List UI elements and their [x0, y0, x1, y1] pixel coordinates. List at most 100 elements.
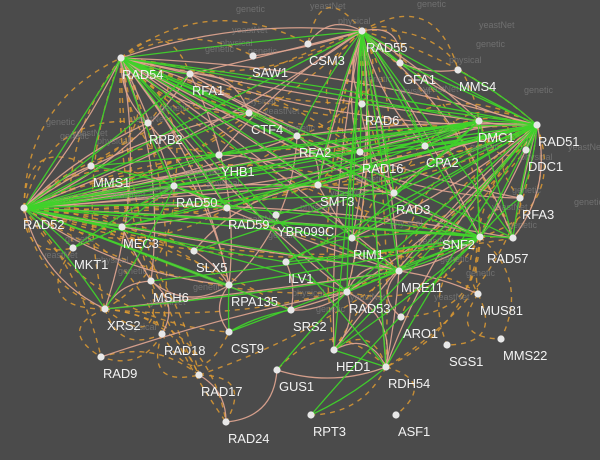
- graph-node-mus81[interactable]: [474, 290, 482, 298]
- graph-node-rad53[interactable]: [343, 288, 351, 296]
- edge-physical: [225, 369, 278, 423]
- graph-node-ddc1[interactable]: [522, 146, 530, 154]
- edge-type-watermark: genetic: [193, 282, 223, 292]
- graph-node-rad16[interactable]: [356, 148, 364, 156]
- graph-node-ilv1[interactable]: [282, 258, 290, 266]
- graph-node-rad52[interactable]: [20, 204, 28, 212]
- edge-yeastnet: [23, 154, 220, 209]
- graph-node-dmc1[interactable]: [475, 117, 483, 125]
- graph-node-rad24[interactable]: [222, 418, 230, 426]
- graph-node-gfa1[interactable]: [396, 59, 404, 67]
- graph-node-rpa135[interactable]: [225, 281, 233, 289]
- graph-node-rad50[interactable]: [170, 182, 178, 190]
- edge-physical: [147, 122, 230, 286]
- edge-yeastnet: [393, 124, 538, 194]
- edge-physical: [317, 30, 363, 186]
- graph-node-rim1[interactable]: [348, 234, 356, 242]
- graph-node-msh6[interactable]: [147, 277, 155, 285]
- edge-physical: [193, 250, 230, 286]
- graph-node-mms4[interactable]: [454, 66, 462, 74]
- edge-yeastnet: [228, 236, 481, 333]
- graph-node-mre11[interactable]: [395, 267, 403, 275]
- edge-type-watermark: physical: [292, 288, 325, 298]
- graph-node-mms22[interactable]: [497, 335, 505, 343]
- edge-type-watermark: genetic: [205, 44, 235, 54]
- graph-node-rad18[interactable]: [158, 330, 166, 338]
- graph-node-rpb2[interactable]: [144, 119, 152, 127]
- graph-node-rad9[interactable]: [97, 353, 105, 361]
- edge-type-watermark: genetic: [417, 0, 447, 9]
- edge-yeastnet: [478, 120, 514, 239]
- edge-genetic: [23, 207, 102, 358]
- graph-node-gus1[interactable]: [273, 366, 281, 374]
- edge-yeastnet: [317, 184, 481, 238]
- graph-node-ybr099c[interactable]: [272, 211, 280, 219]
- edge-genetic: [23, 207, 230, 286]
- graph-node-rfa2[interactable]: [293, 132, 301, 140]
- edge-yeastnet: [275, 124, 538, 216]
- graph-node-slx5[interactable]: [190, 247, 198, 255]
- graph-node-rad55[interactable]: [358, 27, 366, 35]
- graph-node-rfa1[interactable]: [186, 70, 194, 78]
- edge-yeastnet: [476, 120, 481, 238]
- graph-node-sgs1[interactable]: [443, 341, 451, 349]
- edge-physical: [23, 207, 230, 286]
- edge-genetic: [438, 236, 481, 346]
- graph-node-cst9[interactable]: [225, 328, 233, 336]
- edge-type-watermark: yeastNet: [131, 114, 167, 124]
- edge-type-watermark: yeastNet: [418, 236, 454, 246]
- graph-node-cpa2[interactable]: [421, 142, 429, 150]
- graph-node-mec3[interactable]: [118, 223, 126, 231]
- graph-node-rad59[interactable]: [223, 204, 231, 212]
- edge-genetic: [198, 374, 236, 423]
- graph-node-ctf4[interactable]: [245, 109, 253, 117]
- edge-type-watermark: yeastNet: [330, 188, 366, 198]
- edge-physical: [398, 270, 479, 295]
- nodes-layer: [20, 27, 541, 426]
- edge-physical: [120, 57, 538, 126]
- graph-node-csm3[interactable]: [304, 40, 312, 48]
- graph-node-aro1[interactable]: [397, 313, 405, 321]
- edge-yeastnet: [120, 57, 480, 122]
- edge-yeastnet: [120, 57, 319, 186]
- graph-node-mms1[interactable]: [87, 162, 95, 170]
- graph-node-rad54[interactable]: [117, 54, 125, 62]
- edge-yeastnet: [226, 124, 538, 209]
- edge-physical: [120, 27, 363, 59]
- graph-node-rfa3[interactable]: [516, 194, 524, 202]
- edge-physical: [173, 185, 400, 272]
- graph-node-rpt3[interactable]: [307, 411, 315, 419]
- edge-yeastnet: [310, 366, 387, 416]
- edge-yeastnet: [317, 120, 480, 186]
- graph-node-rad17[interactable]: [195, 371, 203, 379]
- edge-genetic: [104, 270, 400, 314]
- graph-node-asf1[interactable]: [392, 411, 400, 419]
- graph-node-saw1[interactable]: [249, 52, 257, 60]
- graph-node-xrs2[interactable]: [101, 305, 109, 313]
- graph-node-snf2[interactable]: [476, 233, 484, 241]
- edge-genetic: [120, 57, 538, 128]
- edge-yeastnet: [457, 69, 538, 126]
- graph-node-hed1[interactable]: [330, 346, 338, 354]
- edge-type-watermark: physical: [338, 16, 371, 26]
- graph-node-rad3[interactable]: [390, 189, 398, 197]
- graph-node-yhb1[interactable]: [215, 151, 223, 159]
- graph-node-srs2[interactable]: [287, 306, 295, 314]
- graph-node-rad51[interactable]: [533, 121, 541, 129]
- graph-node-smt3[interactable]: [314, 181, 322, 189]
- edge-yeastnet: [193, 124, 538, 252]
- edge-genetic: [120, 57, 178, 187]
- edge-yeastnet: [23, 120, 480, 209]
- edge-type-watermark: yeastNet: [150, 297, 186, 307]
- edge-genetic: [100, 350, 200, 376]
- edge-physical: [189, 73, 250, 114]
- graph-node-rad57[interactable]: [509, 234, 517, 242]
- edge-type-watermark: yeastNet: [264, 106, 300, 116]
- graph-node-mkt1[interactable]: [69, 244, 77, 252]
- graph-node-rdh54[interactable]: [382, 363, 390, 371]
- graph-node-rad6[interactable]: [358, 100, 366, 108]
- edge-yeastnet: [23, 124, 538, 209]
- edge-physical: [385, 270, 400, 368]
